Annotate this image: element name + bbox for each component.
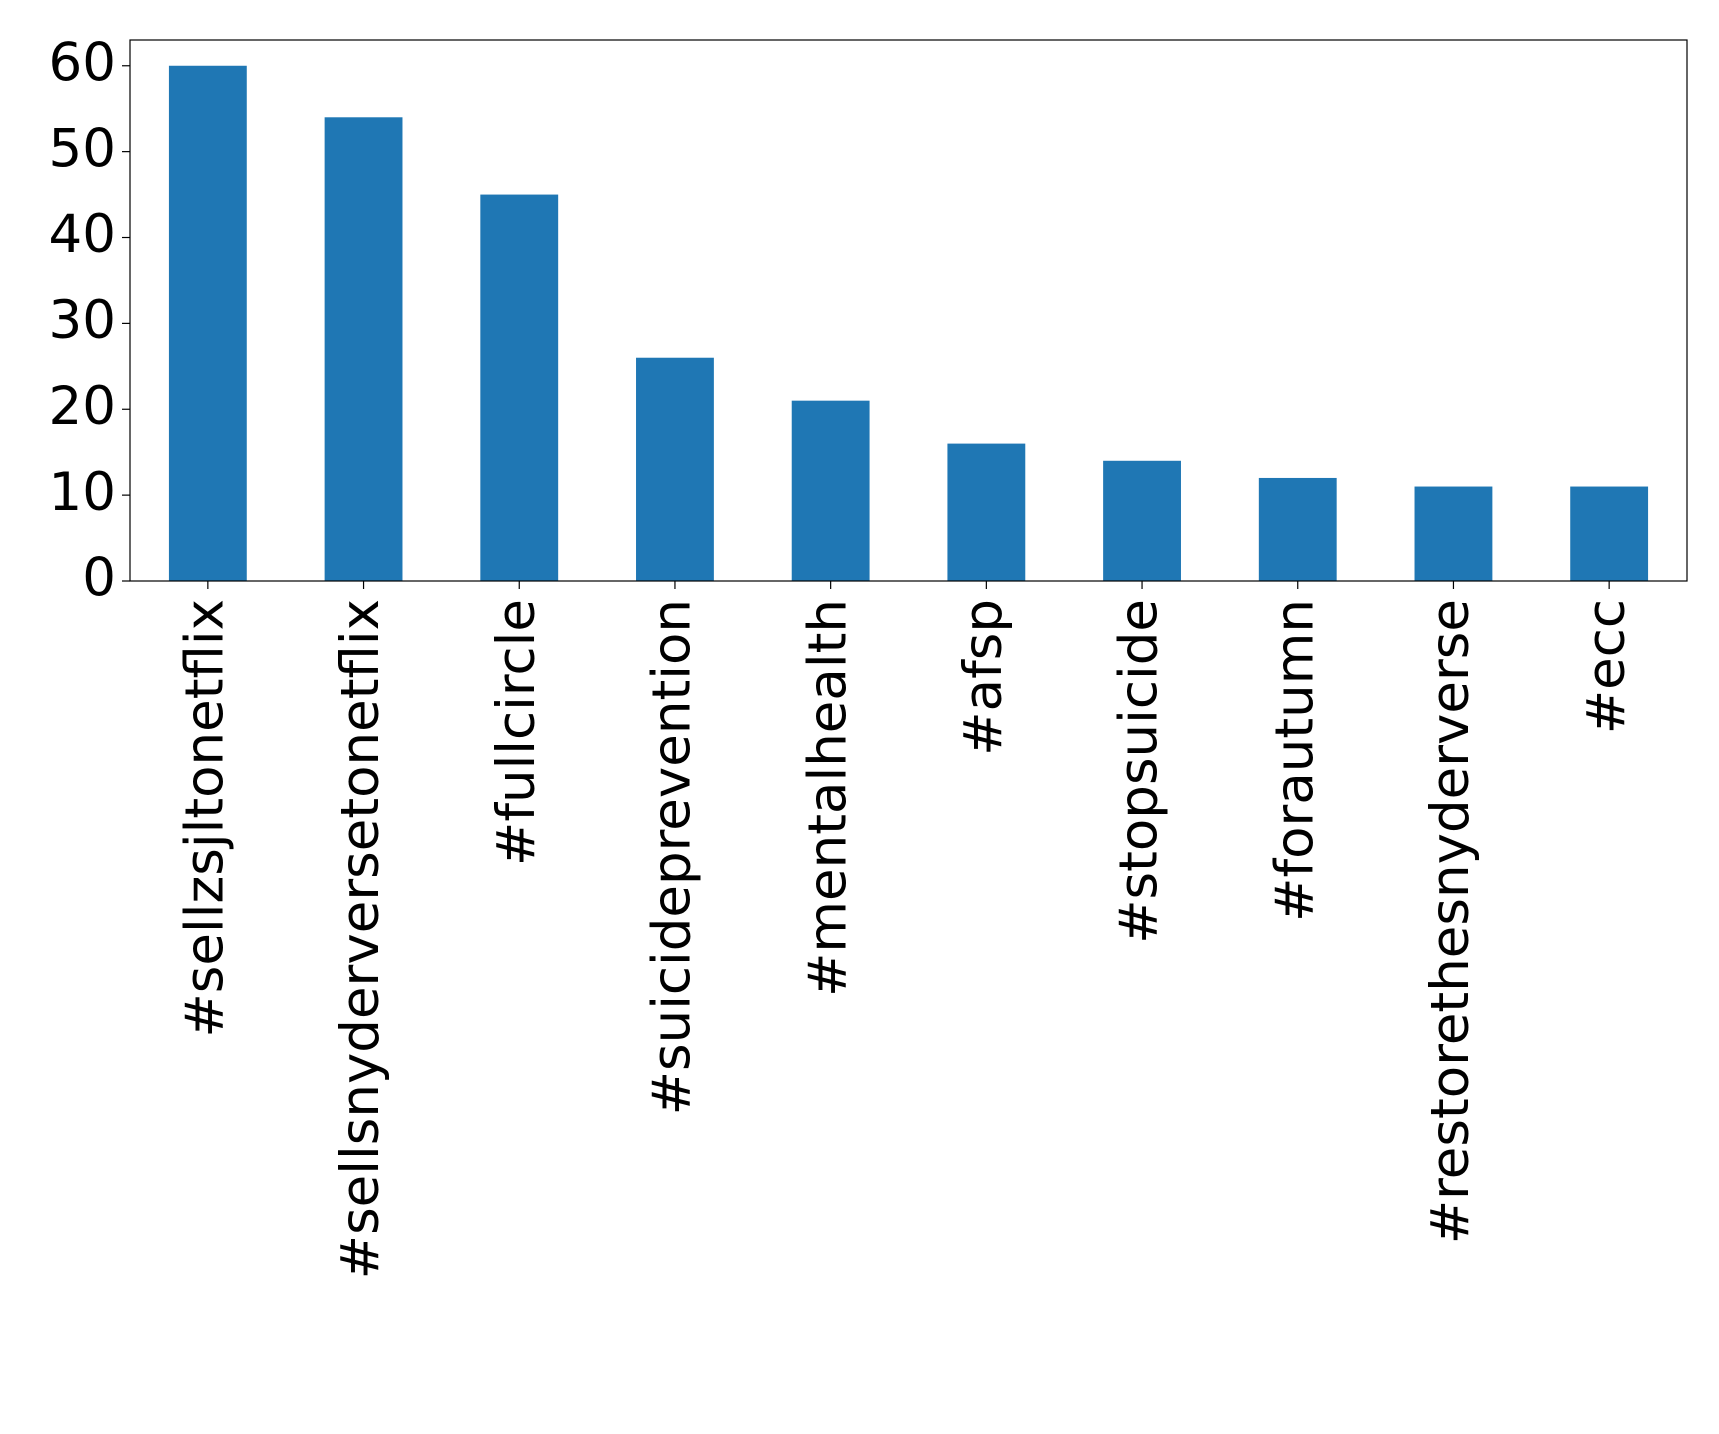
- plot-frame: [129, 39, 1688, 582]
- y-tick-label: 0: [82, 548, 116, 609]
- y-tick-label: 20: [49, 376, 116, 437]
- x-tick-label: #suicideprevention: [642, 599, 703, 1115]
- bar: [1570, 486, 1649, 581]
- bar: [168, 65, 247, 581]
- x-tick-label: #sellzsjltonetflix: [174, 599, 235, 1038]
- x-tick-label: #restorethesnyderverse: [1420, 599, 1481, 1244]
- x-tick-label: #sellsnyderversetonetflix: [330, 599, 391, 1279]
- bar: [1258, 477, 1337, 581]
- bar: [791, 400, 870, 581]
- bar: [1414, 486, 1493, 581]
- bar: [636, 357, 714, 581]
- y-tick-label: 60: [49, 32, 116, 93]
- x-tick-label: #afsp: [953, 599, 1014, 756]
- bar: [324, 117, 403, 582]
- bar: [480, 194, 559, 582]
- x-tick-label: #stopsuicide: [1109, 599, 1170, 944]
- x-tick-label: #forautumn: [1264, 599, 1325, 922]
- bar: [1103, 460, 1181, 581]
- y-tick-label: 10: [49, 462, 116, 523]
- bar: [947, 443, 1026, 581]
- y-tick-label: 40: [49, 204, 116, 265]
- x-tick-label: #ecc: [1576, 599, 1637, 734]
- x-tick-label: #fullcircle: [486, 599, 547, 866]
- x-tick-label: #mentalhealth: [797, 599, 858, 997]
- y-tick-label: 30: [49, 290, 116, 351]
- y-tick-label: 50: [49, 118, 116, 179]
